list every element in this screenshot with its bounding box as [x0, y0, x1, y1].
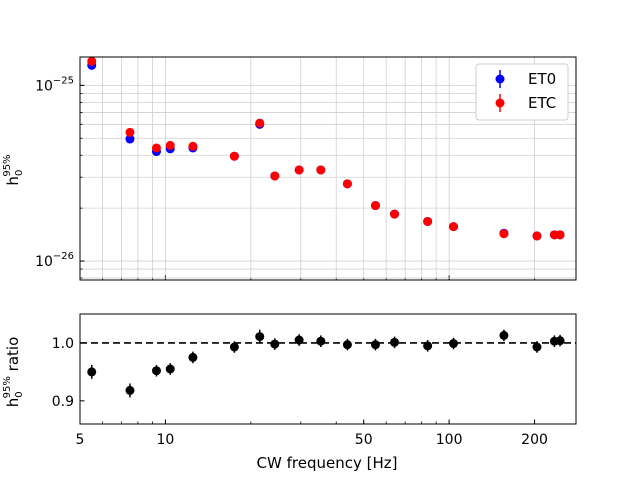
bottom-panel: 5 10 50 100 200 0.9 1.0	[52, 313, 577, 448]
bottom-axes-frame	[79, 313, 577, 425]
ratio-point	[87, 367, 97, 377]
ratio-point	[294, 335, 304, 345]
top-point-etc	[294, 165, 304, 175]
top-y-label-main: h	[4, 176, 22, 186]
top-point-etc	[423, 216, 433, 226]
top-point-et0	[125, 134, 135, 144]
top-point-etc	[151, 143, 161, 153]
bottom-y-tick-label: 1.0	[52, 336, 74, 352]
legend-marker-etc	[495, 98, 505, 108]
ratio-point	[390, 337, 400, 347]
ratio-point	[270, 339, 280, 349]
top-y-tick-label: 10−25	[35, 75, 74, 94]
top-point-etc	[229, 151, 239, 161]
bottom-x-tick-label: 10	[156, 432, 174, 448]
ratio-point	[165, 364, 175, 374]
legend-label-etc: ETC	[528, 94, 556, 112]
legend: ET0 ETC	[475, 63, 569, 121]
bottom-x-tick-label: 50	[355, 432, 373, 448]
bottom-y-tick-label: 0.9	[52, 394, 74, 410]
bottom-y-label-sub: 0	[14, 391, 25, 397]
top-point-etc	[448, 222, 458, 232]
top-y-axis-label: h095%	[2, 154, 25, 185]
bottom-y-label-sup: 95%	[2, 376, 13, 398]
ratio-point	[499, 330, 509, 340]
top-point-etc	[342, 179, 352, 189]
bottom-x-tick-label: 200	[521, 432, 548, 448]
bottom-x-tick-label: 5	[76, 432, 85, 448]
top-point-etc	[255, 118, 265, 128]
top-point-etc	[370, 201, 380, 211]
top-point-etc	[316, 165, 326, 175]
top-point-etc	[390, 209, 400, 219]
ratio-point	[370, 340, 380, 350]
top-y-tick-label: 10−26	[35, 251, 74, 270]
ratio-point	[532, 342, 542, 352]
ratio-point	[255, 332, 265, 342]
top-point-etc	[532, 231, 542, 241]
top-y-label-sub: 0	[14, 170, 25, 176]
x-axis-label: CW frequency [Hz]	[257, 454, 398, 472]
top-point-etc	[555, 230, 565, 240]
legend-label-et0: ET0	[528, 70, 556, 88]
top-axes-frame	[79, 56, 577, 281]
top-point-etc	[499, 229, 509, 239]
top-point-etc	[125, 127, 135, 137]
ratio-point	[342, 340, 352, 350]
ratio-point	[423, 341, 433, 351]
bottom-y-label-main: h	[4, 398, 22, 408]
top-point-etc	[270, 171, 280, 181]
ratio-point	[125, 385, 135, 395]
bottom-y-label-suffix: ratio	[4, 337, 22, 376]
ratio-point	[229, 342, 239, 352]
ratio-point	[188, 352, 198, 362]
top-point-etc	[165, 140, 175, 150]
ratio-point	[316, 336, 326, 346]
ratio-point	[448, 339, 458, 349]
legend-marker-et0	[495, 74, 505, 84]
top-point-etc	[188, 141, 198, 151]
bottom-plot-area	[80, 314, 576, 424]
bottom-x-tick-label: 100	[436, 432, 463, 448]
top-point-etc	[87, 56, 97, 66]
ratio-point	[151, 366, 161, 376]
ratio-point	[555, 336, 565, 346]
top-y-label-sup: 95%	[2, 154, 13, 176]
bottom-y-axis-label: h095% ratio	[2, 337, 25, 407]
